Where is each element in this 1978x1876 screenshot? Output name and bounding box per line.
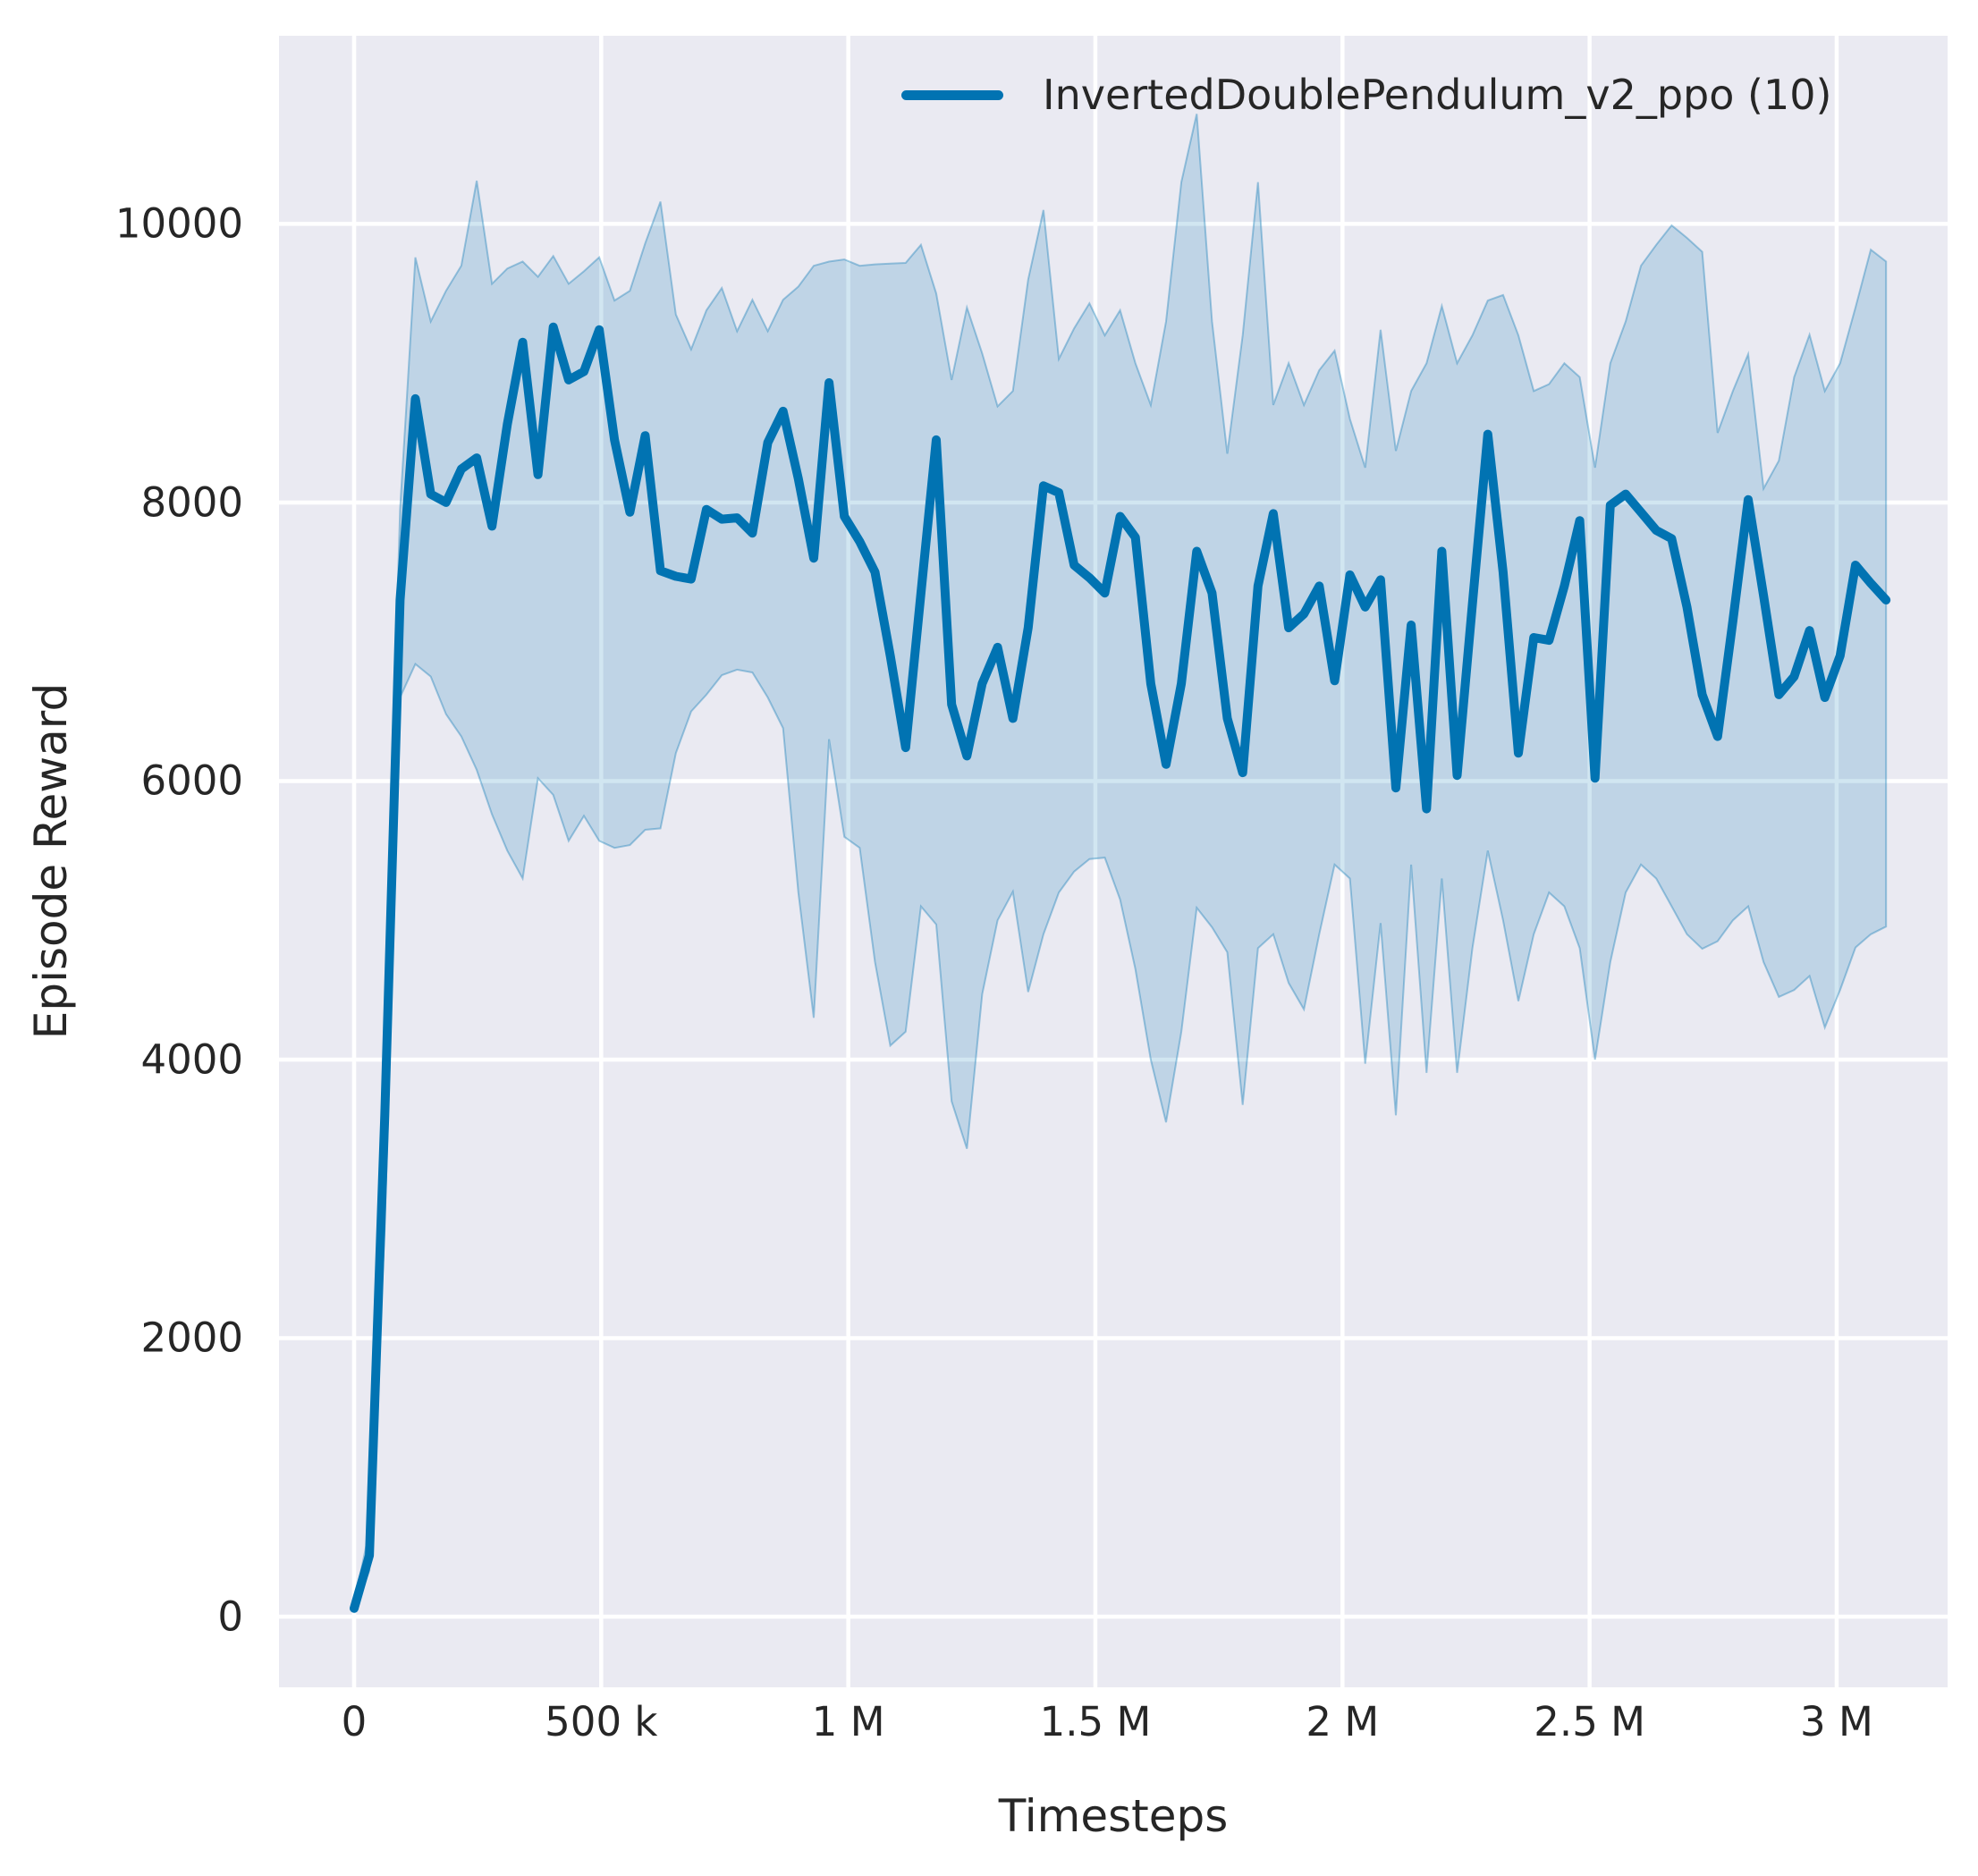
x-tick-label: 1 M [811,1698,885,1745]
x-tick-label: 2 M [1306,1698,1380,1745]
confidence-band [353,114,1888,1612]
x-tick-label: 3 M [1800,1698,1873,1745]
x-tick-label: 500 k [545,1698,658,1745]
legend-label: InvertedDoublePendulum_v2_ppo (10) [1043,71,1832,119]
x-axis-label: Timesteps [998,1790,1229,1842]
y-tick-label: 6000 [140,756,243,805]
mean-line [350,322,1891,1613]
y-tick-label: 4000 [140,1035,243,1084]
legend-line-swatch-icon [901,89,1003,100]
y-tick-label: 8000 [140,478,243,527]
y-tick-label: 2000 [140,1314,243,1362]
y-tick-label: 0 [217,1593,243,1641]
x-tick-label: 1.5 M [1039,1698,1152,1745]
y-tick-label: 10000 [114,199,243,248]
legend: InvertedDoublePendulum_v2_ppo (10) [901,70,1831,120]
plot-area [279,36,1948,1687]
x-tick-label: 2.5 M [1534,1698,1645,1745]
x-tick-label: 0 [341,1698,368,1745]
y-axis-label: Episode Reward [25,682,77,1040]
